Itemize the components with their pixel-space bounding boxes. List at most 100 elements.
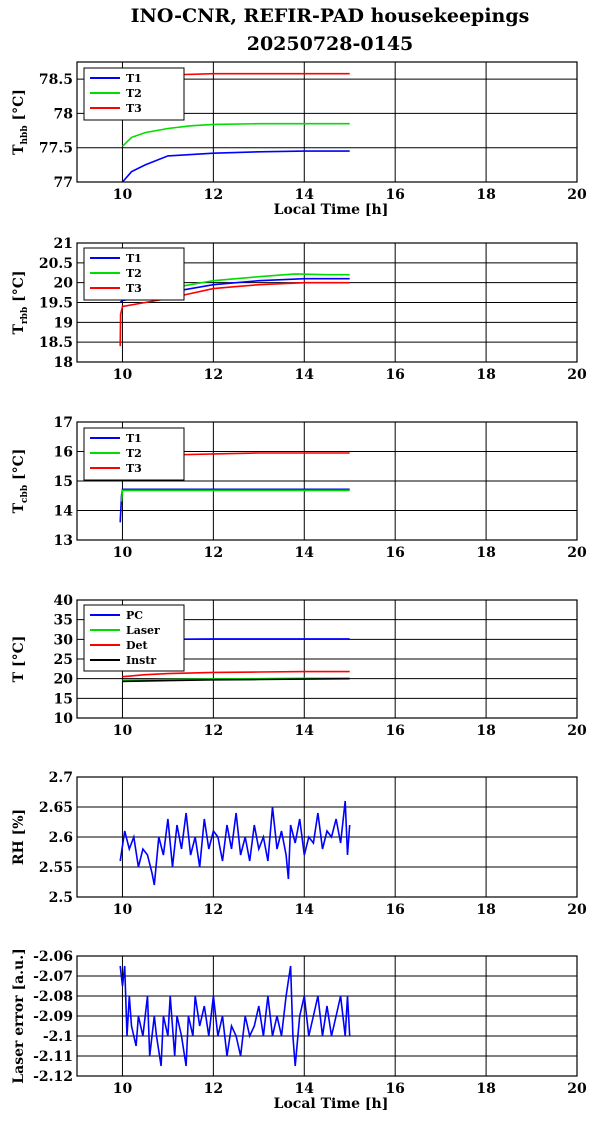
legend-label-instr: Instr xyxy=(126,654,156,667)
legend-label-t2: T2 xyxy=(126,87,142,100)
x-tick-label: 12 xyxy=(204,723,223,739)
x-tick-label: 20 xyxy=(567,723,587,739)
y-tick-label: 2.7 xyxy=(49,770,73,786)
x-tick-label: 16 xyxy=(385,723,404,739)
y-tick-label: 2.6 xyxy=(49,830,73,846)
panel-5: 2.5 2.55 2.6 2.65 2.7 10 12 14 16 18 20 RH [%] xyxy=(11,770,587,918)
y-tick-label: -2.09 xyxy=(33,1009,73,1025)
x-tick-label: 14 xyxy=(295,902,315,918)
panel-6: -2.12 -2.11 -2.1 -2.09 -2.08 -2.07 -2.06 10 12 14… xyxy=(11,948,587,1112)
y-axis-label: T [°C] xyxy=(11,636,27,683)
x-tick-label: 14 xyxy=(295,1081,315,1097)
series-line-instr xyxy=(122,677,350,683)
y-tick-label: 78.5 xyxy=(39,72,73,88)
y-tick-label: -2.06 xyxy=(33,949,73,965)
x-tick-label: 18 xyxy=(476,187,495,203)
y-tick-label: 30 xyxy=(54,632,74,648)
y-tick-label: 16 xyxy=(54,445,73,461)
y-tick-label: 20.5 xyxy=(39,256,73,272)
y-tick-label: -2.1 xyxy=(43,1029,73,1045)
x-tick-label: 12 xyxy=(204,545,223,561)
legend-label-t3: T3 xyxy=(126,102,142,115)
x-tick-label: 18 xyxy=(476,1081,495,1097)
x-tick-label: 16 xyxy=(385,187,404,203)
legend-label-det: Det xyxy=(126,639,149,652)
panel-4: 10 15 20 25 30 35 40 10 12 14 16 18 20 T [°C] PC Laser D… xyxy=(11,593,587,739)
x-tick-label: 14 xyxy=(295,545,315,561)
y-tick-label: 10 xyxy=(54,711,74,727)
y-tick-label: 25 xyxy=(54,652,73,668)
plot-frame xyxy=(76,776,578,898)
plot-frame xyxy=(76,599,578,719)
y-tick-label: 20 xyxy=(54,672,74,688)
y-tick-label: -2.12 xyxy=(33,1069,73,1085)
x-axis-label: Local Time [h] xyxy=(274,202,389,218)
x-tick-label: 10 xyxy=(113,367,133,383)
figure-date: 20250728-0145 xyxy=(247,33,414,55)
series-line-t1 xyxy=(121,150,350,183)
plot-frame xyxy=(76,61,578,183)
series-line-data xyxy=(119,965,351,1067)
y-tick-label: 13 xyxy=(54,533,73,549)
y-tick-label: -2.11 xyxy=(33,1049,73,1065)
x-tick-label: 14 xyxy=(295,723,315,739)
x-tick-label: 12 xyxy=(204,1081,223,1097)
x-tick-label: 16 xyxy=(385,545,404,561)
legend-label-t2: T2 xyxy=(126,447,142,460)
x-tick-label: 18 xyxy=(476,545,495,561)
legend: T1 T2 T3 xyxy=(83,427,185,481)
y-axis-label: Tcbb [°C] xyxy=(11,449,30,514)
figure-title: INO-CNR, REFIR-PAD housekeepings xyxy=(131,5,530,27)
x-tick-label: 18 xyxy=(476,723,495,739)
x-tick-label: 20 xyxy=(567,367,587,383)
y-tick-label: 77 xyxy=(54,175,73,191)
y-tick-label: -2.07 xyxy=(33,969,73,985)
legend-label-t1: T1 xyxy=(126,72,142,85)
legend: T1 T2 T3 xyxy=(83,247,185,301)
legend: PC Laser Det Instr xyxy=(83,604,185,672)
x-tick-label: 20 xyxy=(567,902,587,918)
y-tick-label: 2.55 xyxy=(39,860,73,876)
x-tick-label: 14 xyxy=(295,187,315,203)
series-line-det xyxy=(122,670,350,678)
panel-1: 77 77.5 78 78.5 10 12 14 16 18 20 Local Time [h] Th… xyxy=(11,61,587,218)
x-tick-label: 12 xyxy=(204,187,223,203)
x-tick-label: 10 xyxy=(113,545,133,561)
x-tick-label: 16 xyxy=(385,367,404,383)
legend-label-t1: T1 xyxy=(126,252,142,265)
x-tick-label: 10 xyxy=(113,1081,133,1097)
y-axis-label: Thbb [°C] xyxy=(11,89,30,155)
series-line-t2 xyxy=(120,489,350,502)
plot-frame xyxy=(76,955,578,1077)
panel-3: 13 14 15 16 17 10 12 14 16 18 20 Tcbb [°C] T1 T2 T3 xyxy=(11,415,587,561)
y-axis-label: RH [%] xyxy=(11,809,27,865)
x-tick-label: 12 xyxy=(204,902,223,918)
y-tick-label: 15 xyxy=(54,691,73,707)
y-tick-label: 19.5 xyxy=(39,296,73,312)
legend-label-t2: T2 xyxy=(126,267,142,280)
y-tick-label: 2.65 xyxy=(39,800,73,816)
y-tick-label: -2.08 xyxy=(33,989,73,1005)
plot-frame xyxy=(76,242,578,363)
x-tick-label: 16 xyxy=(385,902,404,918)
y-tick-label: 18 xyxy=(54,355,73,371)
y-tick-label: 17 xyxy=(54,415,73,431)
x-tick-label: 10 xyxy=(113,187,133,203)
y-tick-label: 78 xyxy=(54,106,73,122)
x-tick-label: 20 xyxy=(567,187,587,203)
y-tick-label: 19 xyxy=(54,315,73,331)
y-tick-label: 35 xyxy=(54,613,73,629)
x-tick-label: 16 xyxy=(385,1081,404,1097)
x-tick-label: 10 xyxy=(113,902,133,918)
x-tick-label: 10 xyxy=(113,723,133,739)
y-tick-label: 14 xyxy=(54,504,74,520)
y-tick-label: 2.5 xyxy=(49,890,73,906)
y-axis-label: Trbb [°C] xyxy=(11,270,30,334)
y-tick-label: 18.5 xyxy=(39,335,73,351)
series-line-data xyxy=(119,800,351,886)
x-tick-label: 14 xyxy=(295,367,315,383)
x-tick-label: 20 xyxy=(567,1081,587,1097)
series-line-t2 xyxy=(121,122,350,147)
legend-label-t3: T3 xyxy=(126,462,142,475)
